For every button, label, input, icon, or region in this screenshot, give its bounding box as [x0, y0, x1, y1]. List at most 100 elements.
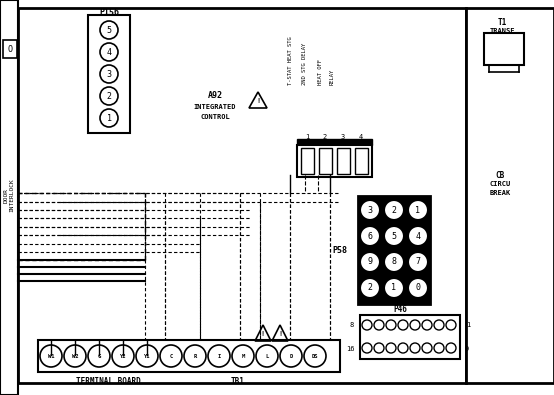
Text: 3: 3	[341, 134, 345, 140]
Circle shape	[410, 343, 420, 353]
Text: G: G	[98, 354, 101, 359]
Circle shape	[434, 320, 444, 330]
Text: 5: 5	[106, 26, 111, 34]
Text: TERMINAL BOARD: TERMINAL BOARD	[76, 378, 140, 386]
Circle shape	[360, 200, 380, 220]
Text: W2: W2	[72, 354, 78, 359]
Text: !: !	[256, 98, 260, 104]
Bar	[297, 139, 372, 145]
Bar	[38, 340, 340, 372]
Text: 2: 2	[323, 134, 327, 140]
Text: T1: T1	[497, 17, 506, 26]
Circle shape	[374, 320, 384, 330]
Circle shape	[360, 252, 380, 272]
Bar	[360, 315, 460, 359]
Circle shape	[360, 226, 380, 246]
Bar	[466, 8, 554, 383]
Text: 7: 7	[416, 258, 420, 267]
Circle shape	[408, 200, 428, 220]
Text: !: !	[261, 331, 265, 337]
Bar	[484, 33, 524, 65]
Text: !: !	[278, 331, 282, 337]
Text: 5: 5	[392, 231, 397, 241]
Text: 3: 3	[106, 70, 111, 79]
Text: A92: A92	[208, 90, 223, 100]
Circle shape	[100, 109, 118, 127]
Text: 2: 2	[367, 284, 372, 293]
Circle shape	[100, 21, 118, 39]
Circle shape	[434, 343, 444, 353]
Circle shape	[40, 345, 62, 367]
Text: 8: 8	[350, 322, 354, 328]
Text: 2ND STG DELAY: 2ND STG DELAY	[302, 43, 307, 85]
Circle shape	[100, 65, 118, 83]
Text: 1: 1	[466, 322, 470, 328]
Circle shape	[408, 252, 428, 272]
Text: I: I	[217, 354, 220, 359]
Circle shape	[136, 345, 158, 367]
Text: 1: 1	[392, 284, 397, 293]
Circle shape	[422, 343, 432, 353]
Circle shape	[360, 278, 380, 298]
Circle shape	[88, 345, 110, 367]
Text: T-STAT HEAT STG: T-STAT HEAT STG	[288, 36, 293, 85]
Circle shape	[64, 345, 86, 367]
Circle shape	[384, 200, 404, 220]
Bar	[355, 148, 368, 174]
Text: 8: 8	[392, 258, 397, 267]
Text: W1: W1	[48, 354, 54, 359]
Text: 16: 16	[346, 346, 354, 352]
Text: HEAT OFF: HEAT OFF	[317, 59, 322, 85]
Text: 4: 4	[106, 47, 111, 56]
Circle shape	[398, 320, 408, 330]
Circle shape	[384, 226, 404, 246]
Circle shape	[362, 320, 372, 330]
Text: L: L	[265, 354, 269, 359]
Circle shape	[362, 343, 372, 353]
Circle shape	[304, 345, 326, 367]
Circle shape	[446, 343, 456, 353]
Circle shape	[410, 320, 420, 330]
Circle shape	[398, 343, 408, 353]
Circle shape	[232, 345, 254, 367]
Text: P46: P46	[393, 305, 407, 314]
Text: 2: 2	[106, 92, 111, 100]
Text: R: R	[193, 354, 197, 359]
Text: TRANSF: TRANSF	[489, 28, 515, 34]
Text: DS: DS	[312, 354, 318, 359]
Text: CB: CB	[495, 171, 505, 179]
Text: 4: 4	[359, 134, 363, 140]
Text: 2: 2	[392, 205, 397, 214]
Text: M: M	[242, 354, 245, 359]
Text: D: D	[289, 354, 293, 359]
Bar	[297, 145, 372, 177]
Circle shape	[422, 320, 432, 330]
Text: C: C	[170, 354, 173, 359]
Circle shape	[446, 320, 456, 330]
Circle shape	[256, 345, 278, 367]
Circle shape	[384, 252, 404, 272]
Text: O: O	[8, 45, 13, 53]
Circle shape	[408, 226, 428, 246]
Text: INTEGRATED: INTEGRATED	[194, 104, 236, 110]
Circle shape	[100, 87, 118, 105]
Text: P156: P156	[99, 8, 119, 17]
Circle shape	[384, 278, 404, 298]
Circle shape	[100, 43, 118, 61]
Text: 3: 3	[367, 205, 372, 214]
Bar	[88, 15, 130, 133]
Text: 1: 1	[305, 134, 309, 140]
Text: CONTROL: CONTROL	[200, 114, 230, 120]
Circle shape	[112, 345, 134, 367]
Bar	[301, 148, 314, 174]
Circle shape	[374, 343, 384, 353]
Circle shape	[386, 320, 396, 330]
Bar	[319, 148, 332, 174]
Circle shape	[160, 345, 182, 367]
Circle shape	[208, 345, 230, 367]
Text: 6: 6	[367, 231, 372, 241]
Text: 0: 0	[416, 284, 420, 293]
Circle shape	[386, 343, 396, 353]
Bar	[337, 148, 350, 174]
Text: RELAY: RELAY	[330, 69, 335, 85]
